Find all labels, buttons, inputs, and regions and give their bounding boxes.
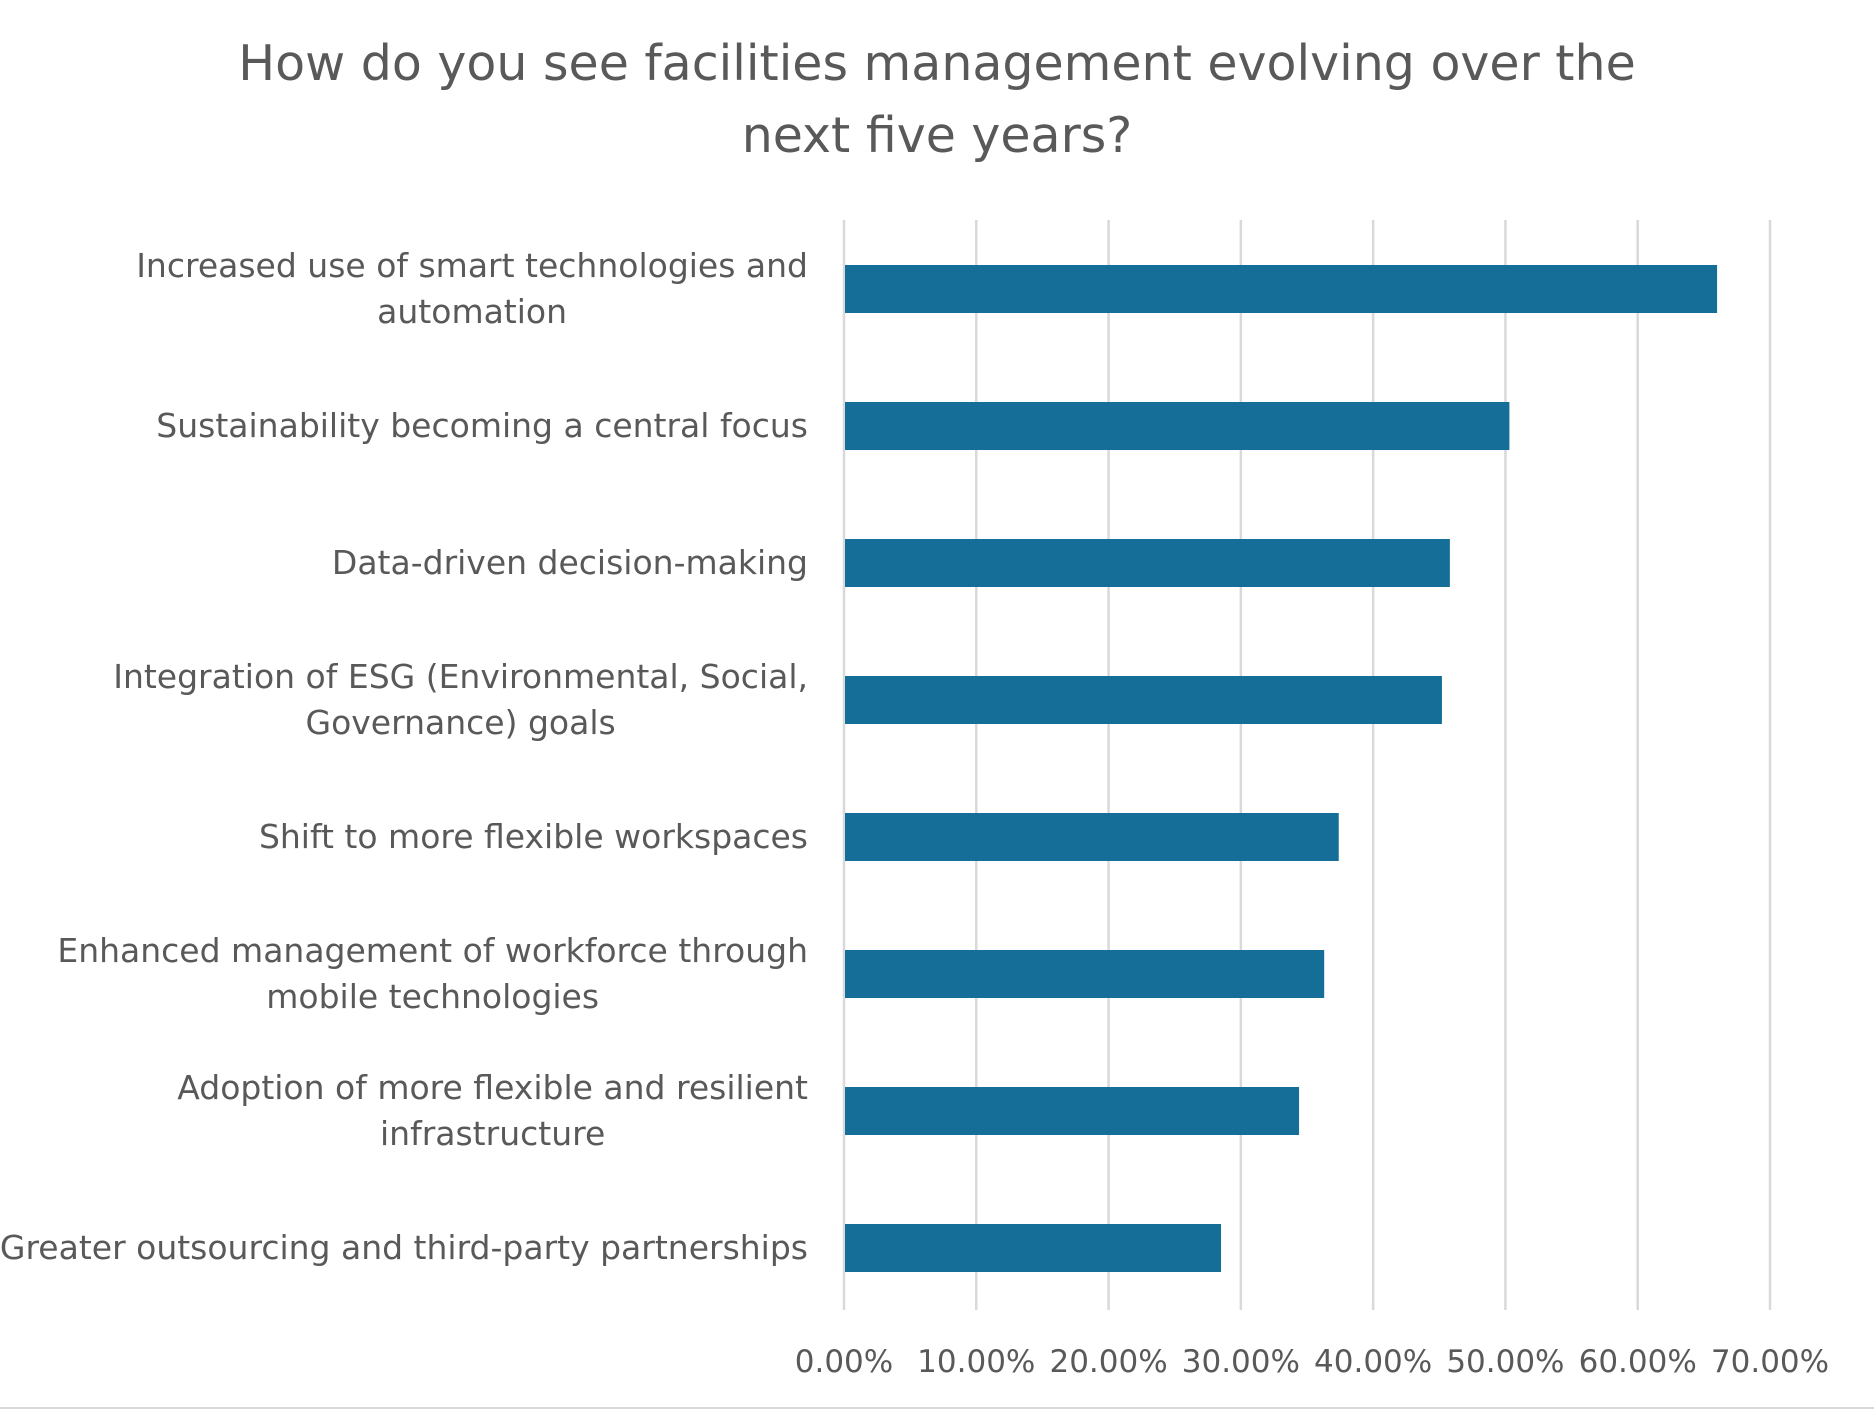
bar [845,676,1442,724]
category-label: Sustainability becoming a central focus [156,406,808,445]
chart-title-line: next five years? [742,107,1133,164]
category-label-line: Sustainability becoming a central focus [156,406,808,445]
chart-title: How do you see facilities management evo… [238,35,1635,164]
category-label: Greater outsourcing and third-party part… [0,1228,808,1267]
category-labels: Increased use of smart technologies and a… [0,246,808,1267]
x-tick-label: 30.00% [1182,1344,1300,1380]
bars [845,265,1718,1272]
chart-title-line: How do you see facilities management evo… [238,35,1635,92]
category-label: Adoption of more flexible and resilient i… [177,1068,808,1153]
x-tick-label: 60.00% [1579,1344,1697,1380]
bar [845,539,1450,587]
category-label-line: Adoption of more flexible and resilient [177,1068,808,1107]
category-label: Enhanced management of workforce through… [57,931,808,1016]
bar [845,265,1718,313]
category-label-line: Governance) goals [306,703,616,742]
category-label: Shift to more flexible workspaces [259,817,808,856]
x-tick-label: 50.00% [1446,1344,1564,1380]
category-label-line: Data-driven decision-making [332,543,808,582]
category-label-line: infrastructure [380,1114,605,1153]
x-axis-tick-labels: 0.00% 10.00% 20.00% 30.00% 40.00% 50.00% 60.00… [795,1344,1829,1380]
bar [845,402,1510,450]
gridlines [842,220,1772,1310]
category-label-line: Integration of ESG (Environmental, Socia… [113,657,808,696]
category-label-line: automation [377,292,567,331]
x-tick-label: 40.00% [1314,1344,1432,1380]
x-tick-label: 10.00% [917,1344,1035,1380]
bar [845,1224,1222,1272]
bar [845,813,1339,861]
x-tick-label: 0.00% [795,1344,893,1380]
category-label-line: Enhanced management of workforce through [57,931,808,970]
category-label-line: mobile technologies [266,977,599,1016]
category-label-line: Shift to more flexible workspaces [259,817,808,856]
category-label: Data-driven decision-making [332,543,808,582]
category-label-line: Greater outsourcing and third-party part… [0,1228,808,1267]
bar [845,950,1325,998]
x-tick-label: 20.00% [1049,1344,1167,1380]
category-label-line: Increased use of smart technologies and [136,246,808,285]
x-tick-label: 70.00% [1711,1344,1829,1380]
category-label: Integration of ESG (Environmental, Socia… [113,657,808,742]
bar [845,1087,1300,1135]
category-label: Increased use of smart technologies and a… [136,246,808,331]
